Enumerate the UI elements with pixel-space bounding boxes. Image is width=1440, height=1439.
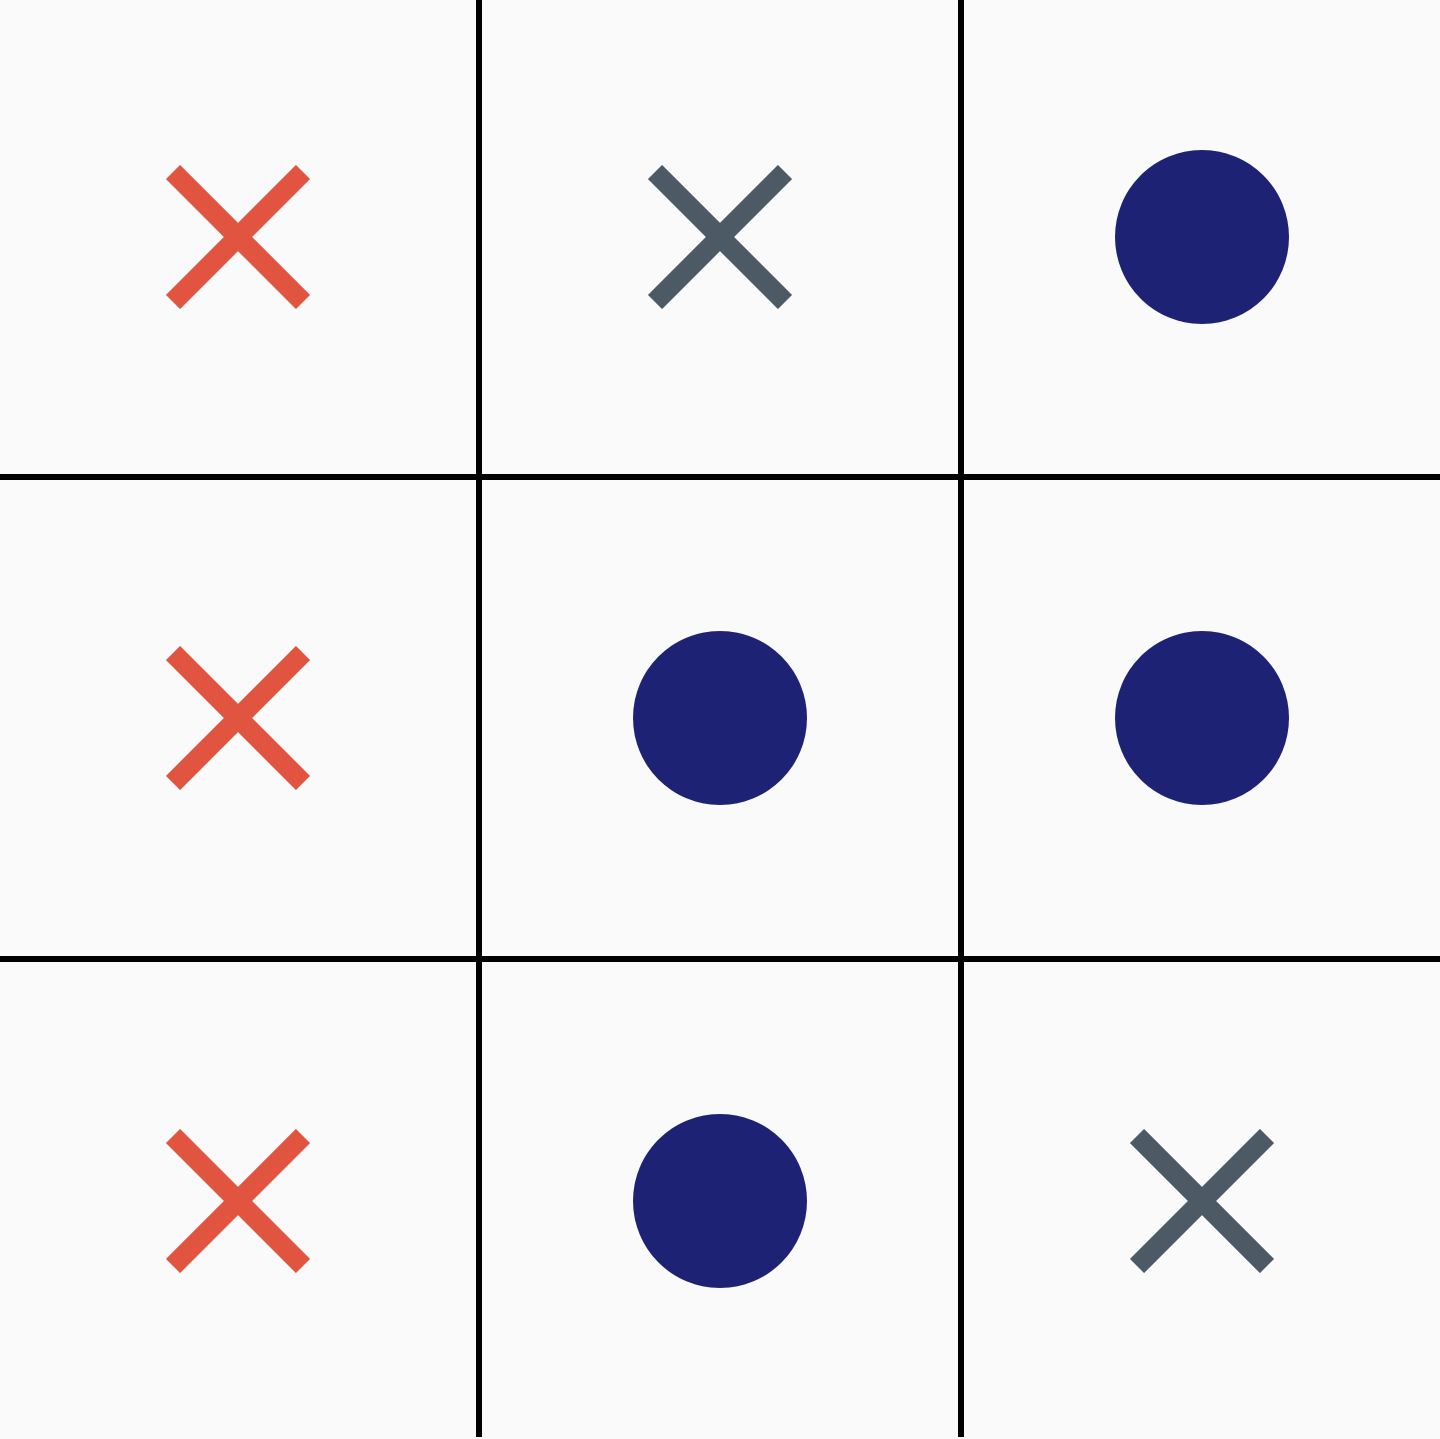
cross-icon [1130,1129,1274,1273]
board-cell-r2-c3[interactable] [964,480,1440,956]
board-cell-r2-c1[interactable] [0,480,476,956]
board-cell-r1-c1[interactable] [0,0,476,474]
board-cell-r1-c2[interactable] [482,0,958,474]
cross-icon [648,165,792,309]
dot-icon [632,630,808,806]
board-cell-r3-c2[interactable] [482,962,958,1439]
board-cell-r2-c2[interactable] [482,480,958,956]
cross-icon [166,1129,310,1273]
board-cell-r3-c1[interactable] [0,962,476,1439]
board-cell-r1-c3[interactable] [964,0,1440,474]
board-cell-r3-c3[interactable] [964,962,1440,1439]
cross-icon [166,165,310,309]
dot-icon [632,1113,808,1289]
dot-icon [1114,149,1290,325]
cross-icon [166,646,310,790]
dot-icon [1114,630,1290,806]
